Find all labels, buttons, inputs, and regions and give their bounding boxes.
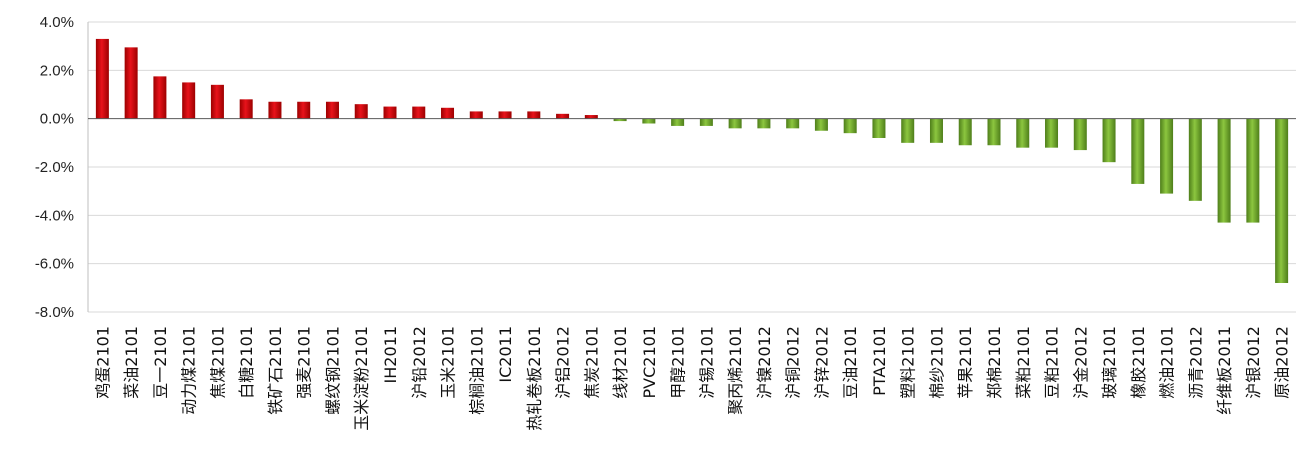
bar — [584, 115, 598, 119]
x-tick-label: 聚丙烯2101 — [726, 326, 745, 415]
bar — [95, 38, 109, 119]
x-tick-label: 玉米2101 — [439, 326, 458, 399]
x-tick-label: 焦煤2101 — [208, 326, 227, 399]
bar — [1217, 118, 1231, 223]
bar — [1045, 118, 1059, 148]
bar — [383, 106, 397, 119]
bar — [153, 76, 167, 119]
y-tick-label: -8.0% — [35, 304, 74, 321]
bar — [699, 118, 713, 126]
bar — [958, 118, 972, 146]
bar — [757, 118, 771, 129]
bar — [1131, 118, 1145, 184]
bar — [412, 106, 426, 119]
bar — [441, 107, 455, 119]
bar — [786, 118, 800, 129]
x-tick-label: 热轧卷板2101 — [525, 326, 544, 431]
x-tick-label: 沪铜2012 — [784, 326, 803, 399]
bar — [239, 99, 253, 119]
bar — [124, 47, 138, 119]
bar — [1102, 118, 1116, 163]
x-tick-label: 沥青2012 — [1186, 326, 1205, 399]
x-tick-label: 棕榈油2101 — [467, 326, 486, 415]
bar — [469, 111, 483, 119]
bar — [1073, 118, 1087, 151]
x-tick-label: 动力煤2101 — [180, 326, 199, 415]
bar — [1016, 118, 1030, 148]
bar — [354, 104, 368, 119]
x-tick-label: 菜油2101 — [122, 326, 141, 399]
x-tick-label: 铁矿石2101 — [266, 326, 285, 415]
x-tick-label: 沪铅2012 — [410, 326, 429, 399]
x-tick-label: 沪金2012 — [1071, 326, 1090, 399]
x-tick-label: 郑棉2101 — [985, 326, 1004, 399]
x-tick-label: 甲醇2101 — [669, 326, 688, 399]
x-tick-label: 线材2101 — [611, 326, 630, 399]
x-tick-label: 豆一2101 — [151, 326, 170, 399]
bar — [929, 118, 943, 143]
x-tick-label: IH2011 — [381, 326, 400, 383]
x-tick-label: 苹果2101 — [956, 326, 975, 399]
x-tick-label: 棉纱2101 — [927, 326, 946, 399]
y-axis-tick-labels: 4.0% 2.0% 0.0% -2.0% -4.0% -6.0% -8.0% — [35, 14, 74, 321]
bar — [987, 118, 1001, 146]
x-tick-label: 沪锌2012 — [812, 326, 831, 399]
bar — [901, 118, 915, 143]
bar — [671, 118, 685, 126]
bar — [872, 118, 886, 138]
x-tick-label: 玉米淀粉2101 — [352, 326, 371, 431]
bar — [297, 101, 311, 119]
x-tick-label: 塑料2101 — [899, 326, 918, 399]
y-tick-label: -6.0% — [35, 256, 74, 273]
x-tick-label: 焦炭2101 — [582, 326, 601, 399]
x-tick-label: PVC2101 — [640, 326, 659, 398]
axes — [87, 22, 1296, 312]
y-tick-label: 4.0% — [40, 14, 74, 31]
x-tick-label: 螺纹钢2101 — [323, 326, 342, 415]
bar — [1275, 118, 1289, 283]
x-tick-label: 豆粕2101 — [1043, 326, 1062, 399]
bar — [613, 118, 627, 122]
x-tick-label: 沪银2012 — [1244, 326, 1263, 399]
x-axis-tick-labels: 鸡蛋2101 菜油2101 豆一2101 动力煤2101 焦煤2101 白糖2101 铁矿石… — [93, 326, 1291, 431]
x-tick-label: 纤维板2011 — [1215, 326, 1234, 415]
x-tick-label: 豆油2101 — [841, 326, 860, 399]
y-tick-label: 0.0% — [40, 111, 74, 128]
bar — [527, 111, 541, 119]
x-tick-label: 燃油2101 — [1158, 326, 1177, 399]
bar — [325, 101, 339, 119]
x-tick-label: 鸡蛋2101 — [93, 326, 112, 399]
x-tick-label: PTA2101 — [870, 326, 889, 396]
x-tick-label: 原油2012 — [1273, 326, 1292, 399]
bar — [556, 113, 570, 119]
bar — [498, 111, 512, 119]
x-tick-label: 沪铝2012 — [554, 326, 573, 399]
x-tick-label: 沪镍2012 — [755, 326, 774, 399]
x-tick-label: 白糖2101 — [237, 326, 256, 399]
x-tick-label: 菜粕2101 — [1014, 326, 1033, 399]
bar — [1188, 118, 1202, 201]
bar — [642, 118, 656, 124]
x-tick-label: IC2011 — [496, 326, 515, 383]
bar — [210, 84, 224, 119]
bar — [728, 118, 742, 129]
x-tick-label: 强麦2101 — [295, 326, 314, 399]
bars — [95, 38, 1289, 283]
x-tick-label: 橡胶2101 — [1129, 326, 1148, 399]
y-tick-label: 2.0% — [40, 62, 74, 79]
x-tick-label: 沪锡2101 — [697, 326, 716, 399]
bar — [1246, 118, 1260, 223]
gridlines — [88, 21, 1296, 313]
bar — [182, 82, 196, 119]
bar — [843, 118, 857, 134]
y-tick-label: -4.0% — [35, 207, 74, 224]
x-tick-label: 玻璃2101 — [1100, 326, 1119, 399]
bar — [1160, 118, 1174, 194]
bar — [268, 101, 282, 119]
bar — [814, 118, 828, 131]
y-tick-label: -2.0% — [35, 159, 74, 176]
